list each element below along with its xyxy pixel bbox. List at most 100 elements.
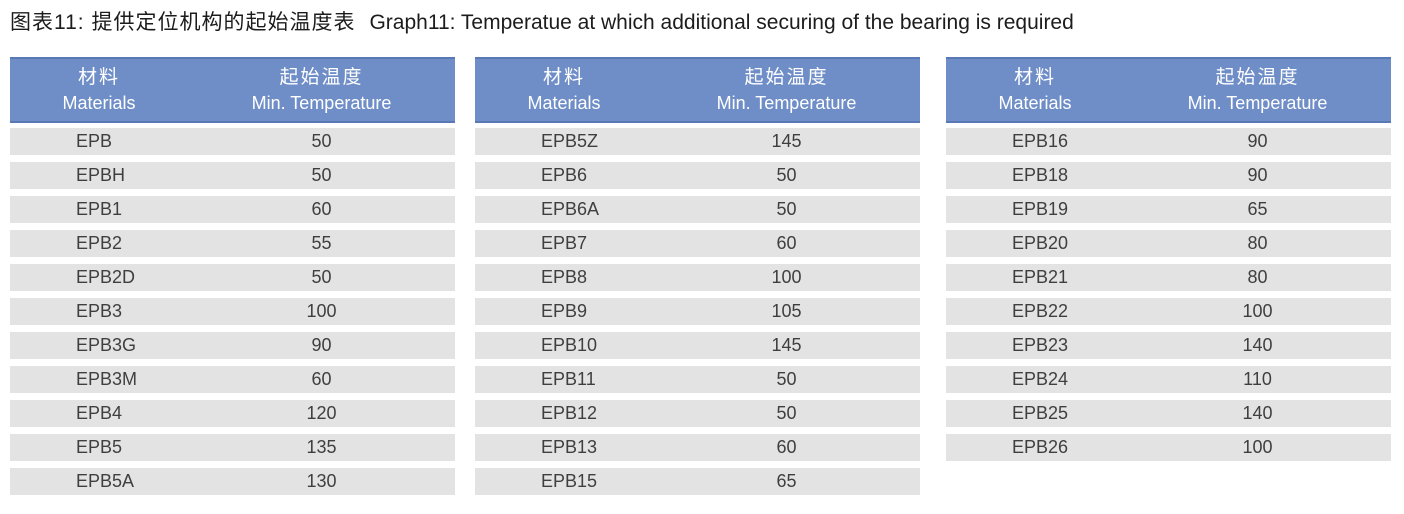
- material-cell: EPB26: [1012, 437, 1069, 457]
- temperature-cell: 90: [311, 335, 332, 355]
- temperature-cell: 60: [311, 369, 332, 389]
- material-header-zh: 材料: [77, 66, 120, 88]
- material-column-header: 材料 Materials: [10, 65, 188, 116]
- material-cell: EPB25: [1012, 403, 1069, 423]
- table-row: EPB12 50: [475, 400, 920, 427]
- material-cell: EPB22: [1012, 301, 1069, 321]
- table-row: EPB4 120: [10, 400, 455, 427]
- temperature-cell: 120: [306, 403, 337, 423]
- temperature-cell: 100: [306, 301, 337, 321]
- temperature-cell: 110: [1243, 369, 1272, 389]
- material-cell: EPB6: [541, 165, 588, 185]
- materials-table-1: 材料 Materials 起始温度 Min. Temperature EPB 50…: [10, 57, 455, 502]
- table-row: EPB9 105: [475, 298, 920, 325]
- table-row: EPB25 140: [946, 400, 1391, 427]
- material-cell: EPB1: [76, 199, 123, 219]
- table-row: EPB6A 50: [475, 196, 920, 223]
- table-row: EPB16 90: [946, 128, 1391, 155]
- table-header: 材料 Materials 起始温度 Min. Temperature: [10, 57, 455, 123]
- temperature-cell: 50: [311, 131, 332, 151]
- temperature-cell: 80: [1247, 233, 1268, 253]
- temperature-header-en: Min. Temperature: [251, 92, 392, 113]
- table-row: EPB10 145: [475, 332, 920, 359]
- table-row: EPB11 50: [475, 366, 920, 393]
- table-body: EPB16 90 EPB18 90 EPB19 65 EPB20 80 EPB21 80 EPB22…: [946, 128, 1391, 461]
- temperature-cell: 60: [311, 199, 332, 219]
- material-header-zh: 材料: [1013, 66, 1056, 88]
- page-title-zh: 图表11: 提供定位机构的起始温度表: [10, 11, 356, 34]
- table-row: EPB6 50: [475, 162, 920, 189]
- material-cell: EPB23: [1012, 335, 1069, 355]
- material-cell: EPB18: [1012, 165, 1069, 185]
- table-row: EPB3M 60: [10, 366, 455, 393]
- table-header: 材料 Materials 起始温度 Min. Temperature: [946, 57, 1391, 123]
- table-row: EPB2D 50: [10, 264, 455, 291]
- table-row: EPB1 60: [10, 196, 455, 223]
- material-cell: EPB6A: [541, 199, 600, 219]
- material-header-en: Materials: [527, 92, 601, 113]
- material-header-en: Materials: [62, 92, 136, 113]
- table-row: EPBH 50: [10, 162, 455, 189]
- table-row: EPB19 65: [946, 196, 1391, 223]
- temperature-cell: 90: [1247, 131, 1268, 151]
- material-cell: EPB5A: [76, 471, 135, 491]
- page-title-en: Graph11: Temperatue at which additional …: [369, 11, 1074, 34]
- temperature-header-en: Min. Temperature: [716, 92, 857, 113]
- table-row: EPB7 60: [475, 230, 920, 257]
- temperature-cell: 60: [776, 233, 797, 253]
- table-row: EPB20 80: [946, 230, 1391, 257]
- temperature-cell: 105: [771, 301, 802, 321]
- material-cell: EPB2D: [76, 267, 136, 287]
- temperature-cell: 55: [311, 233, 332, 253]
- material-cell: EPB3: [76, 301, 123, 321]
- material-header-zh: 材料: [542, 66, 585, 88]
- material-cell: EPB11: [541, 369, 596, 389]
- material-column-header: 材料 Materials: [946, 65, 1124, 116]
- table-row: EPB24 110: [946, 366, 1391, 393]
- page-title: 图表11: 提供定位机构的起始温度表 Graph11: Temperatue at…: [10, 6, 1074, 36]
- material-cell: EPB2: [76, 233, 123, 253]
- material-cell: EPB16: [1012, 131, 1069, 151]
- table-row: EPB13 60: [475, 434, 920, 461]
- table-row: EPB22 100: [946, 298, 1391, 325]
- material-cell: EPB19: [1012, 199, 1069, 219]
- table-body: EPB5Z 145 EPB6 50 EPB6A 50 EPB7 60 EPB8 100 EPB9 10…: [475, 128, 920, 495]
- table-row: EPB26 100: [946, 434, 1391, 461]
- temperature-cell: 100: [771, 267, 802, 287]
- material-cell: EPB4: [76, 403, 123, 423]
- temperature-column-header: 起始温度 Min. Temperature: [653, 65, 920, 116]
- material-cell: EPBH: [76, 165, 126, 185]
- table-row: EPB21 80: [946, 264, 1391, 291]
- material-cell: EPB3M: [76, 369, 138, 389]
- material-cell: EPB: [76, 131, 113, 151]
- material-cell: EPB21: [1012, 267, 1069, 287]
- temperature-column-header: 起始温度 Min. Temperature: [188, 65, 455, 116]
- materials-table-2: 材料 Materials 起始温度 Min. Temperature EPB5Z…: [475, 57, 920, 502]
- table-row: EPB5Z 145: [475, 128, 920, 155]
- material-cell: EPB12: [541, 403, 598, 423]
- tables-container: 材料 Materials 起始温度 Min. Temperature EPB 50…: [10, 57, 1391, 502]
- temperature-cell: 50: [776, 369, 797, 389]
- table-row: EPB8 100: [475, 264, 920, 291]
- material-cell: EPB24: [1012, 369, 1069, 389]
- material-cell: EPB5Z: [541, 131, 599, 151]
- temperature-header-zh: 起始温度: [744, 66, 829, 88]
- temperature-cell: 140: [1242, 335, 1273, 355]
- temperature-cell: 80: [1247, 267, 1268, 287]
- material-column-header: 材料 Materials: [475, 65, 653, 116]
- table-row: EPB3 100: [10, 298, 455, 325]
- material-cell: EPB9: [541, 301, 588, 321]
- temperature-cell: 90: [1247, 165, 1268, 185]
- temperature-cell: 60: [776, 437, 797, 457]
- temperature-cell: 135: [306, 437, 337, 457]
- temperature-cell: 145: [771, 335, 802, 355]
- table-row: EPB2 55: [10, 230, 455, 257]
- temperature-cell: 140: [1242, 403, 1273, 423]
- temperature-cell: 65: [776, 471, 797, 491]
- temperature-cell: 130: [306, 471, 337, 491]
- table-row: EPB 50: [10, 128, 455, 155]
- temperature-header-zh: 起始温度: [1215, 66, 1300, 88]
- table-body: EPB 50 EPBH 50 EPB1 60 EPB2 55 EPB2D 50 EPB3 100 EPB…: [10, 128, 455, 495]
- table-row: EPB15 65: [475, 468, 920, 495]
